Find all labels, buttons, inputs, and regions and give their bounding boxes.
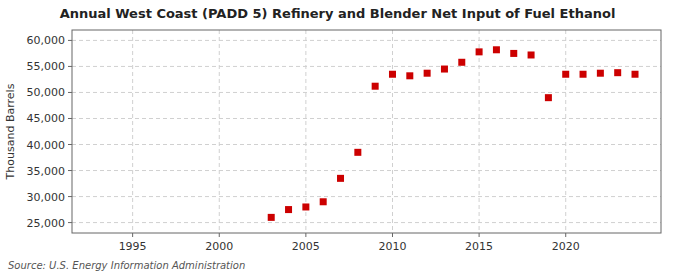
y-tick [68, 66, 72, 67]
y-tick-label: 30,000 [27, 191, 66, 204]
point [614, 69, 621, 76]
y-axis-label: Thousand Barrels [4, 83, 17, 180]
x-tick [565, 233, 566, 237]
title: Annual West Coast (PADD 5) Refinery and … [60, 6, 616, 21]
x-tick-label: 2005 [292, 240, 320, 253]
x-tick [479, 233, 480, 237]
point [354, 149, 361, 156]
x-grid-line [132, 30, 133, 233]
point [406, 72, 413, 79]
x-tick-label: 2010 [378, 240, 406, 253]
y-grid-line [72, 66, 661, 67]
y-tick-label: 60,000 [27, 34, 66, 47]
y-grid-line [72, 92, 661, 93]
point [510, 50, 517, 57]
y-grid-line [72, 170, 661, 171]
y-tick [68, 40, 72, 41]
y-grid-line [72, 196, 661, 197]
y-grid-line [72, 118, 661, 119]
y-tick-label: 25,000 [27, 217, 66, 230]
y-tick-label: 50,000 [27, 86, 66, 99]
point [337, 175, 344, 182]
x-tick-label: 1995 [119, 240, 147, 253]
y-grid-line [72, 40, 661, 41]
plot-frame [72, 30, 661, 233]
point [424, 70, 431, 77]
y-tick-label: 45,000 [27, 112, 66, 125]
x-grid-line [565, 30, 566, 233]
y-tick [68, 118, 72, 119]
y-tick-label: 40,000 [27, 139, 66, 152]
plot-background [72, 30, 661, 233]
y-grid-line [72, 222, 661, 223]
x-tick [132, 233, 133, 237]
point [545, 94, 552, 101]
point [389, 71, 396, 78]
point [285, 206, 292, 213]
point [441, 66, 448, 73]
y-tick [68, 196, 72, 197]
y-tick [68, 92, 72, 93]
x-tick-label: 2020 [552, 240, 580, 253]
point [302, 203, 309, 210]
point [458, 59, 465, 66]
source-note: Source: U.S. Energy Information Administ… [8, 260, 245, 271]
point [320, 198, 327, 205]
chart: 25,000 30,000 35,000 40,000 45,000 50,000 55,0… [0, 0, 675, 275]
x-tick [392, 233, 393, 237]
x-grid-line [392, 30, 393, 233]
x-grid-line [305, 30, 306, 233]
x-tick [219, 233, 220, 237]
grid [72, 30, 661, 233]
point [597, 70, 604, 77]
x-tick-label: 2000 [205, 240, 233, 253]
point [493, 46, 500, 53]
y-tick [68, 222, 72, 223]
x-grid-line [479, 30, 480, 233]
y-grid-line [72, 144, 661, 145]
x-tick [305, 233, 306, 237]
points [268, 46, 639, 221]
y-tick-label: 55,000 [27, 60, 66, 73]
point [580, 71, 587, 78]
point [562, 71, 569, 78]
point [372, 83, 379, 90]
x-grid-line [219, 30, 220, 233]
y-tick-label: 35,000 [27, 165, 66, 178]
y-tick [68, 170, 72, 171]
y-tick [68, 144, 72, 145]
point [268, 214, 275, 221]
point [528, 51, 535, 58]
x-tick-label: 2015 [465, 240, 493, 253]
point [632, 71, 639, 78]
point [476, 48, 483, 55]
